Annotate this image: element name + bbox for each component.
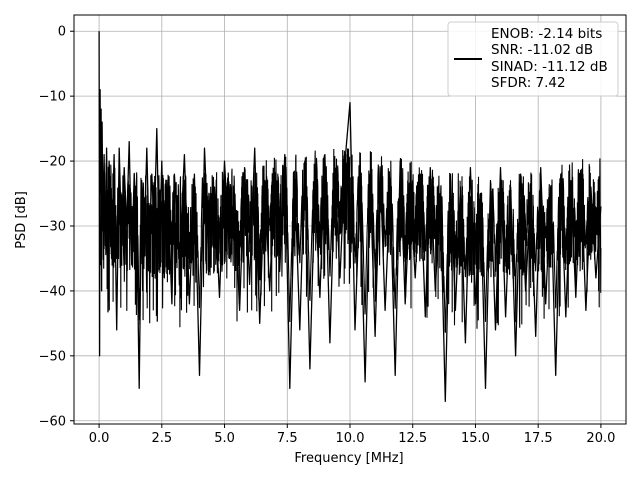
legend-sfdr: SFDR: 7.42 bbox=[491, 75, 566, 91]
legend-sinad: SINAD: -11.12 dB bbox=[491, 59, 608, 75]
y-tick-label: −20 bbox=[39, 155, 66, 170]
noise-trace bbox=[100, 148, 602, 333]
series-line bbox=[98, 31, 602, 402]
x-tick-label: 20.0 bbox=[586, 431, 615, 446]
noise-floor-trace bbox=[100, 148, 602, 333]
legend-enob: ENOB: -2.14 bits bbox=[491, 26, 602, 42]
series-lines bbox=[98, 31, 602, 402]
y-tick-label: −10 bbox=[39, 90, 66, 105]
y-tick-label: −30 bbox=[39, 219, 66, 234]
legend-box bbox=[447, 21, 619, 97]
y-axis-label: PSD [dB] bbox=[14, 191, 29, 249]
x-axis-label: Frequency [MHz] bbox=[294, 451, 403, 466]
x-tick-label: 2.5 bbox=[151, 431, 172, 446]
y-axis-ticks: 0 −10 −20 −30 −40 −50 −60 bbox=[39, 25, 74, 429]
y-tick-label: −40 bbox=[39, 284, 66, 299]
legend: ENOB: -2.14 bits SNR: -11.02 dB SINAD: -… bbox=[447, 21, 619, 97]
x-tick-label: 0.0 bbox=[89, 431, 110, 446]
x-tick-label: 12.5 bbox=[398, 431, 427, 446]
x-tick-label: 10.0 bbox=[336, 431, 365, 446]
x-tick-label: 15.0 bbox=[461, 431, 490, 446]
x-axis-ticks: 0.0 2.5 5.0 7.5 10.0 12.5 15.0 17.5 20.0 bbox=[89, 424, 615, 446]
x-tick-label: 7.5 bbox=[277, 431, 298, 446]
x-tick-label: 17.5 bbox=[524, 431, 553, 446]
y-tick-label: −60 bbox=[39, 414, 66, 429]
y-tick-label: 0 bbox=[58, 25, 66, 40]
x-tick-label: 5.0 bbox=[214, 431, 235, 446]
legend-snr: SNR: -11.02 dB bbox=[491, 42, 593, 58]
y-tick-label: −50 bbox=[39, 349, 66, 364]
